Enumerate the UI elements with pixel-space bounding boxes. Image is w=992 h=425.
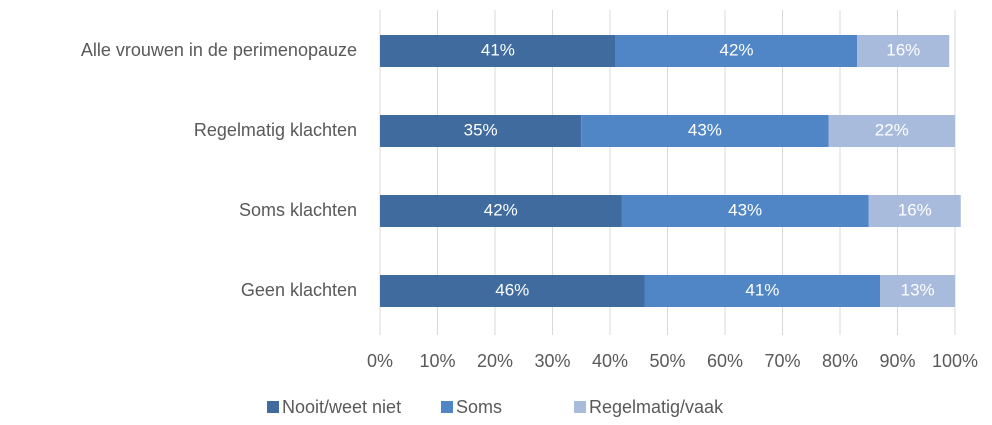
legend-swatch bbox=[441, 401, 453, 413]
legend-label: Nooit/weet niet bbox=[282, 397, 401, 417]
data-label: 42% bbox=[719, 40, 753, 59]
data-label: 42% bbox=[484, 200, 518, 219]
legend-swatch bbox=[574, 401, 586, 413]
y-tick-label: Regelmatig klachten bbox=[194, 120, 357, 140]
x-tick-label: 10% bbox=[419, 351, 455, 371]
bar bbox=[380, 275, 645, 307]
data-label: 43% bbox=[728, 200, 762, 219]
x-tick-label: 0% bbox=[367, 351, 393, 371]
bar bbox=[380, 35, 616, 67]
bar bbox=[581, 115, 829, 147]
data-label: 41% bbox=[481, 40, 515, 59]
bar bbox=[644, 275, 881, 307]
bar bbox=[880, 275, 955, 307]
x-tick-label: 90% bbox=[879, 351, 915, 371]
y-tick-label: Alle vrouwen in de perimenopauze bbox=[81, 40, 357, 60]
y-tick-label: Geen klachten bbox=[241, 280, 357, 300]
x-tick-label: 60% bbox=[707, 351, 743, 371]
x-tick-label: 50% bbox=[649, 351, 685, 371]
legend-label: Regelmatig/vaak bbox=[589, 397, 724, 417]
data-label: 13% bbox=[901, 280, 935, 299]
legend-swatch bbox=[267, 401, 279, 413]
bar bbox=[380, 195, 622, 227]
data-label: 16% bbox=[886, 40, 920, 59]
x-tick-label: 40% bbox=[592, 351, 628, 371]
data-label: 22% bbox=[875, 120, 909, 139]
bar bbox=[380, 115, 582, 147]
data-label: 16% bbox=[898, 200, 932, 219]
x-tick-label: 20% bbox=[477, 351, 513, 371]
data-label: 46% bbox=[495, 280, 529, 299]
data-label: 35% bbox=[464, 120, 498, 139]
x-tick-label: 80% bbox=[822, 351, 858, 371]
data-label: 41% bbox=[745, 280, 779, 299]
bar bbox=[857, 35, 950, 67]
x-tick-label: 100% bbox=[932, 351, 978, 371]
bar bbox=[868, 195, 961, 227]
x-tick-label: 70% bbox=[764, 351, 800, 371]
data-label: 43% bbox=[688, 120, 722, 139]
bar bbox=[621, 195, 869, 227]
y-tick-label: Soms klachten bbox=[239, 200, 357, 220]
bar bbox=[615, 35, 858, 67]
x-tick-label: 30% bbox=[534, 351, 570, 371]
legend-label: Soms bbox=[456, 397, 502, 417]
bar bbox=[828, 115, 955, 147]
